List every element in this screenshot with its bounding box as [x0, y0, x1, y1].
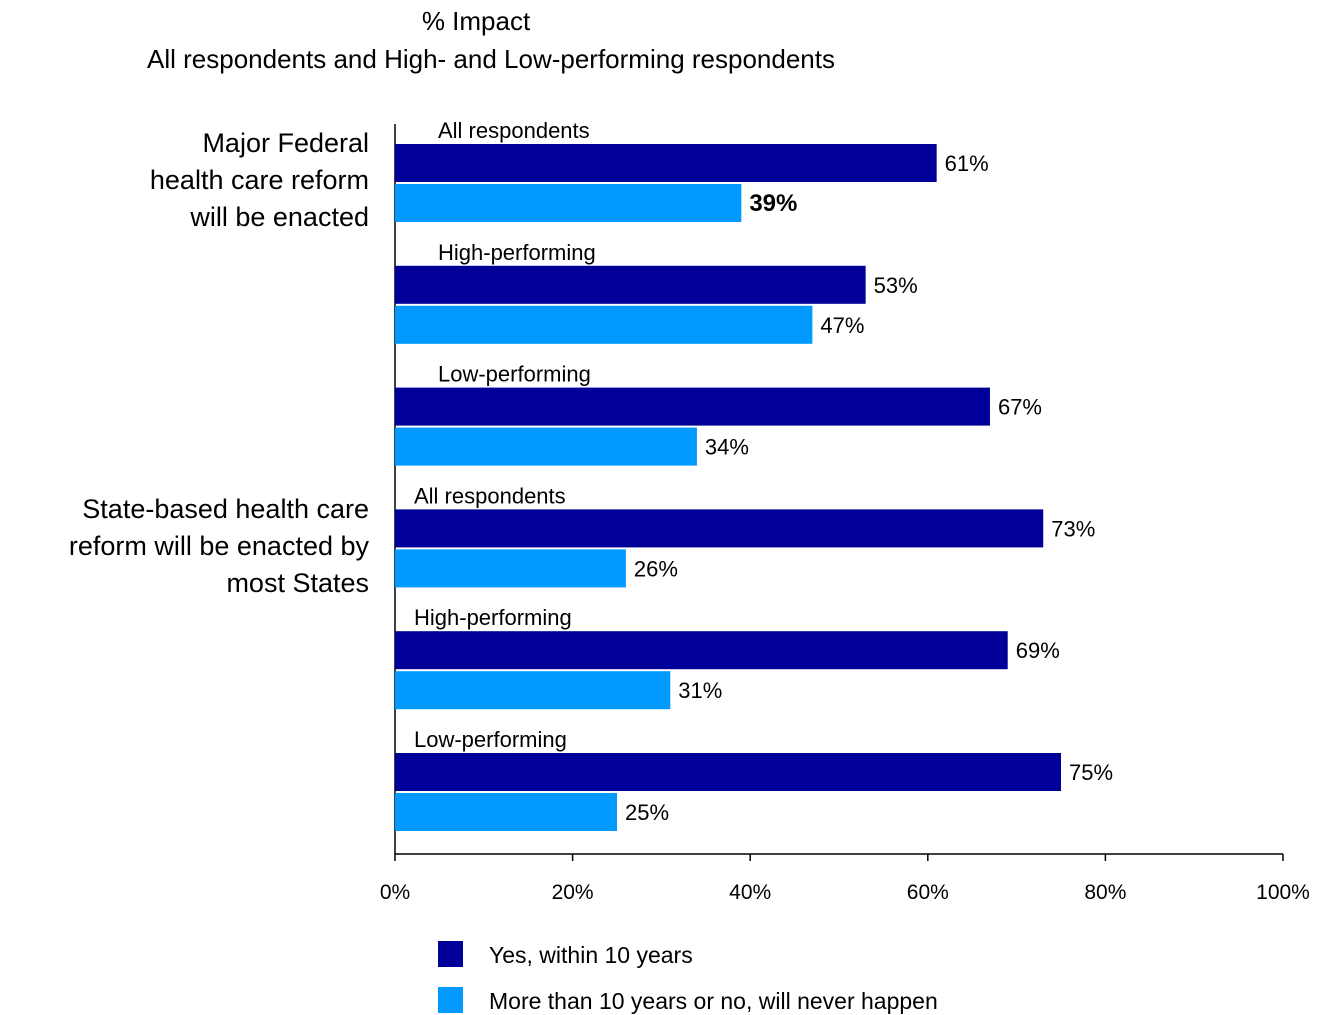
bar-value-label: 75% — [1069, 760, 1113, 785]
subgroup-label: High-performing — [438, 240, 596, 265]
chart-title: % Impact — [422, 6, 531, 36]
bar-value-label: 69% — [1016, 638, 1060, 663]
bar-value-label: 34% — [705, 435, 749, 460]
bar-within-10-years — [395, 753, 1061, 791]
bar-more-than-10-years — [395, 793, 617, 831]
category-label-line: most States — [226, 568, 369, 598]
bar-value-label: 39% — [749, 190, 797, 217]
x-tick-label: 60% — [907, 881, 949, 904]
legend-label: More than 10 years or no, will never hap… — [489, 988, 938, 1014]
bar-within-10-years — [395, 631, 1008, 670]
subgroup-label: All respondents — [438, 118, 590, 143]
bar-more-than-10-years — [395, 305, 813, 344]
category-label-line: reform will be enacted by — [69, 531, 370, 561]
x-tick-label: 20% — [552, 881, 594, 904]
category-label-line: will be enacted — [189, 202, 369, 232]
legend-swatch-within-10-years — [438, 941, 463, 967]
bar-value-label: 67% — [998, 395, 1042, 420]
bar-value-label: 73% — [1051, 516, 1095, 541]
bar-value-label: 61% — [945, 151, 989, 176]
bar-within-10-years — [395, 509, 1044, 548]
x-tick-label: 100% — [1256, 881, 1310, 904]
subgroup-label: Low-performing — [414, 727, 567, 752]
bar-value-label: 47% — [820, 313, 864, 338]
plot-area: 0% 20% 40% 60% 80% 100% All respondents 61% 39% H… — [69, 118, 1310, 904]
chart-subtitle: All respondents and High- and Low-perfor… — [147, 44, 835, 74]
bar-value-label: 31% — [678, 678, 722, 703]
legend: Yes, within 10 years More than 10 years o… — [438, 941, 938, 1014]
bar-within-10-years — [395, 144, 937, 182]
bar-within-10-years — [395, 265, 866, 304]
bar-more-than-10-years — [395, 549, 626, 588]
category-label-line: State-based health care — [82, 494, 369, 524]
bar-more-than-10-years — [395, 427, 697, 466]
bar-value-label: 25% — [625, 800, 669, 825]
bar-within-10-years — [395, 387, 990, 426]
bar-value-label: 26% — [634, 556, 678, 581]
category-label-line: Major Federal — [202, 128, 369, 158]
subgroup-label: Low-performing — [438, 362, 591, 387]
bar-value-label: 53% — [874, 273, 918, 298]
subgroup-label: All respondents — [414, 483, 566, 508]
legend-label: Yes, within 10 years — [489, 942, 693, 968]
x-tick-label: 80% — [1084, 881, 1126, 904]
bar-more-than-10-years — [395, 671, 671, 710]
x-tick-label: 0% — [380, 881, 410, 904]
x-tick-label: 40% — [729, 881, 771, 904]
legend-swatch-more-than-10-years — [438, 987, 463, 1013]
category-label-line: health care reform — [150, 165, 369, 195]
bar-more-than-10-years — [395, 184, 742, 222]
subgroup-label: High-performing — [414, 605, 572, 630]
